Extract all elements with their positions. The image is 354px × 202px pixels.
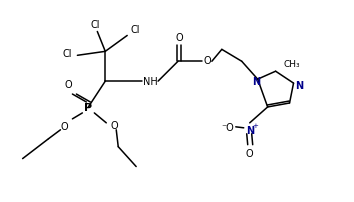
Text: Cl: Cl: [63, 49, 72, 59]
Text: P: P: [84, 102, 92, 112]
Text: N: N: [246, 125, 254, 135]
Text: O: O: [175, 33, 183, 43]
Text: O: O: [246, 148, 253, 158]
Text: NH: NH: [143, 77, 158, 87]
Text: O: O: [65, 80, 72, 90]
Text: CH₃: CH₃: [283, 59, 300, 68]
Text: O: O: [61, 121, 68, 131]
Text: ⁻O: ⁻O: [221, 122, 234, 132]
Text: N: N: [296, 81, 304, 91]
Text: Cl: Cl: [91, 19, 100, 29]
Text: Cl: Cl: [130, 25, 140, 35]
Text: N: N: [252, 77, 260, 87]
Text: O: O: [203, 56, 211, 66]
Text: O: O: [110, 120, 118, 130]
Text: +: +: [253, 122, 259, 128]
